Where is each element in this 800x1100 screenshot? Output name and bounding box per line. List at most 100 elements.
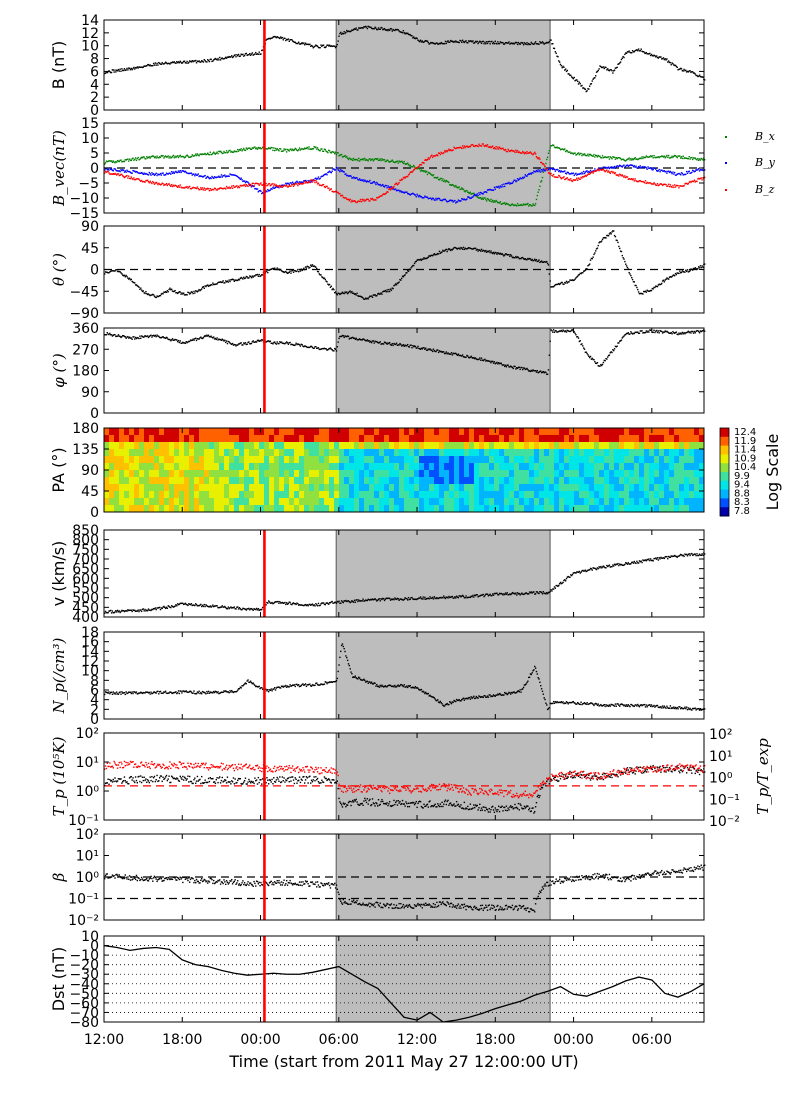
data-point [468,192,471,195]
data-point [668,157,671,159]
data-point [277,36,279,39]
data-point [340,153,343,156]
data-point [341,291,344,293]
pa-cell [144,470,150,478]
data-point [472,357,474,359]
data-point [292,183,295,185]
pa-cell [239,498,245,506]
data-point [542,163,545,165]
data-point [402,162,405,165]
data-point [355,294,357,296]
pa-cell [279,491,285,499]
data-point [371,28,374,30]
data-point [386,159,388,161]
data-point [628,164,630,167]
data-point [582,154,585,156]
data-point [344,32,346,35]
data-point [631,164,634,167]
data-point [352,159,354,162]
data-point [363,338,365,341]
data-point [467,196,470,198]
data-point [530,205,533,207]
data-point [338,155,340,157]
data-point [679,157,682,159]
data-point [207,59,210,62]
data-point [480,145,483,147]
data-point [290,39,292,41]
data-point [231,185,233,187]
data-point [596,169,599,171]
data-point [266,148,268,150]
data-point [628,271,630,274]
pa-cell [139,442,145,450]
data-point [225,281,228,283]
data-point [365,181,368,183]
data-point [650,155,653,158]
pa-cell [294,463,300,471]
data-point [344,173,346,176]
data-point [383,159,386,161]
data-point [468,40,471,43]
data-point [134,178,137,181]
data-point [116,170,119,172]
data-point [625,176,627,179]
data-point [289,270,291,272]
data-point [399,342,401,345]
data-point [243,147,245,150]
data-point [564,281,566,284]
data-point [606,234,608,237]
data-point [585,90,587,93]
data-point [428,172,430,174]
pa-cell [269,477,275,485]
data-point [422,258,424,260]
data-point [495,252,497,254]
data-point [182,342,185,344]
data-point [138,66,140,68]
data-point [447,352,449,354]
data-point [430,349,432,351]
data-point [403,160,405,163]
legend-marker [725,189,727,191]
data-point [219,150,221,153]
data-point [126,275,128,278]
data-point [696,329,698,332]
data-point [279,341,282,344]
data-point [251,341,254,343]
data-point [625,165,627,168]
data-point [287,272,290,274]
data-point [296,183,298,185]
data-point [169,338,171,341]
data-point [198,155,200,157]
data-point [184,170,187,173]
pa-cell [104,463,110,471]
data-point [667,278,669,280]
data-point [258,190,260,192]
data-point [133,159,135,161]
data-point [293,344,296,347]
data-point [271,342,273,344]
pa-cell [349,498,355,506]
pa-cell [309,428,315,436]
data-point [563,66,565,68]
data-point [679,333,681,335]
data-point [414,261,417,263]
data-point [504,185,506,188]
data-point [629,51,631,54]
data-point [214,57,217,60]
data-point [266,340,268,343]
pa-cell [114,449,120,457]
pa-cell [304,428,310,436]
pa-cell [319,449,325,457]
data-point [561,330,563,333]
data-point [627,178,630,180]
data-point [196,153,199,155]
data-point [649,52,651,55]
data-point [370,26,372,28]
data-point [163,291,165,293]
data-point [450,149,453,152]
data-point [374,340,376,342]
data-point [358,179,360,181]
data-point [511,182,514,184]
data-point [548,354,551,356]
data-point [185,155,187,157]
